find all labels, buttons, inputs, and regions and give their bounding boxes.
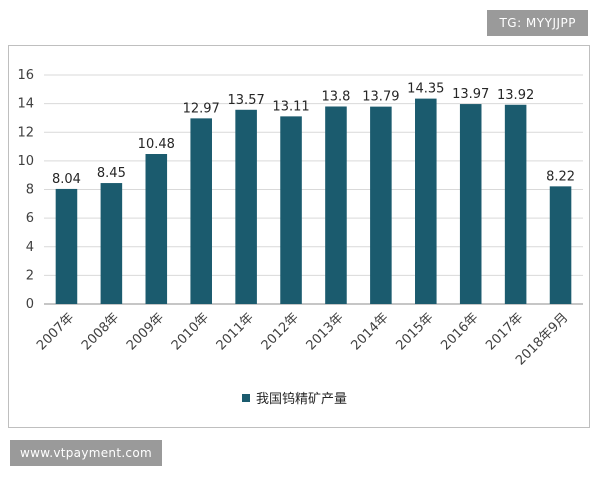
bar — [459, 104, 482, 304]
x-tick-label: 2010年 — [169, 310, 212, 353]
y-tick-label: 8 — [26, 183, 34, 198]
watermark-top: TG: MYYJJPP — [487, 10, 588, 36]
data-label: 13.8 — [321, 89, 350, 104]
x-tick-label: 2015年 — [393, 310, 436, 353]
legend-swatch — [242, 394, 250, 402]
x-tick-label: 2014年 — [349, 310, 392, 353]
y-tick-label: 16 — [17, 68, 34, 83]
data-label: 13.11 — [272, 99, 309, 114]
bar — [55, 188, 78, 304]
x-tick-label: 2016年 — [438, 310, 481, 353]
data-label: 8.22 — [546, 169, 575, 184]
data-label: 8.04 — [52, 172, 81, 187]
bar — [280, 116, 302, 304]
data-label: 8.45 — [97, 166, 126, 181]
bar — [190, 118, 212, 304]
data-label: 10.48 — [138, 137, 175, 152]
data-label: 13.57 — [228, 93, 265, 108]
legend-label: 我国钨精矿产量 — [256, 391, 347, 407]
watermark-bottom: www.vtpayment.com — [10, 440, 162, 466]
y-tick-label: 4 — [26, 240, 34, 255]
x-tick-label: 2009年 — [124, 310, 167, 353]
data-label: 12.97 — [183, 101, 220, 116]
x-tick-label: 2007年 — [34, 310, 77, 353]
bar — [325, 106, 347, 304]
y-tick-label: 0 — [26, 297, 34, 312]
x-tick-label: 2017年 — [483, 310, 526, 353]
y-tick-label: 6 — [26, 211, 34, 226]
y-tick-label: 14 — [17, 97, 34, 112]
x-tick-label: 2008年 — [79, 310, 122, 353]
x-tick-label: 2011年 — [214, 310, 257, 353]
bar — [549, 186, 572, 304]
bar — [370, 106, 392, 305]
bar — [415, 98, 437, 304]
data-label: 13.97 — [452, 87, 489, 102]
bar — [100, 183, 123, 304]
y-tick-label: 2 — [26, 268, 34, 283]
y-tick-label: 10 — [17, 154, 34, 169]
y-tick-label: 12 — [17, 125, 34, 140]
data-label: 13.92 — [497, 88, 534, 103]
bar — [504, 104, 527, 305]
data-label: 13.79 — [362, 90, 399, 105]
x-tick-label: 2013年 — [304, 310, 347, 353]
bar — [235, 109, 257, 304]
data-label: 14.35 — [407, 82, 444, 97]
x-tick-label: 2012年 — [259, 310, 302, 353]
bar — [145, 154, 168, 304]
